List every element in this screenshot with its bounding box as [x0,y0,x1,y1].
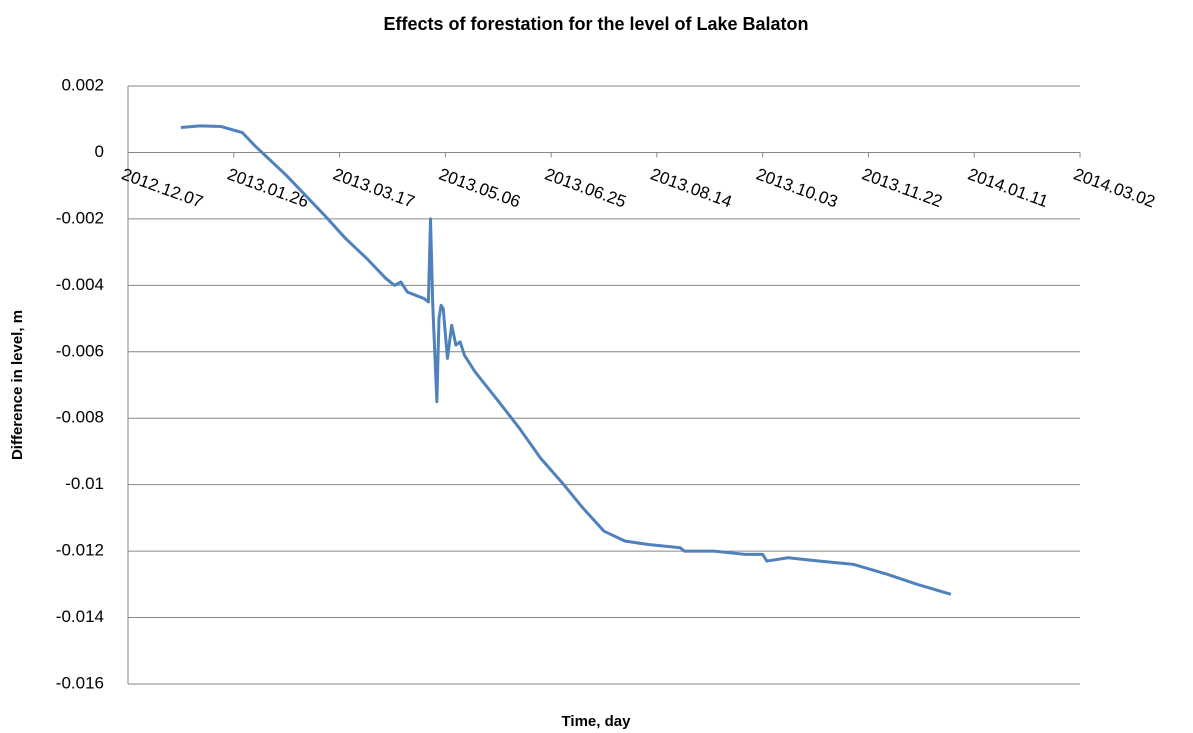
x-tick-label: 2013.06.25 [542,165,628,212]
x-tick-label: 2014.03.02 [1071,165,1157,212]
chart-title: Effects of forestation for the level of … [383,14,808,34]
y-tick-label: -0.014 [56,607,104,626]
x-tick-label: 2013.10.03 [754,165,840,212]
y-tick-label: -0.01 [65,474,104,493]
x-axis-title: Time, day [562,713,632,730]
y-tick-label: -0.004 [56,275,104,294]
x-tick-label: 2013.03.17 [331,165,417,212]
y-tick-label: -0.008 [56,408,104,427]
y-tick-label: -0.006 [56,341,104,360]
x-tick-label: 2014.01.11 [965,165,1050,212]
x-tick-label: 2013.08.14 [648,165,734,212]
y-tick-label: -0.002 [56,208,104,227]
x-tick-label: 2013.05.06 [436,165,522,212]
x-tick-label: 2012.12.07 [119,165,205,212]
y-tick-label: 0 [95,142,104,161]
y-tick-label: 0.002 [61,75,104,94]
y-tick-label: -0.016 [56,673,104,692]
y-tick-label: -0.012 [56,541,104,560]
y-axis-title: Difference in level, m [9,310,26,460]
line-series [180,124,952,596]
x-tick-label: 2013.11.22 [860,165,945,212]
